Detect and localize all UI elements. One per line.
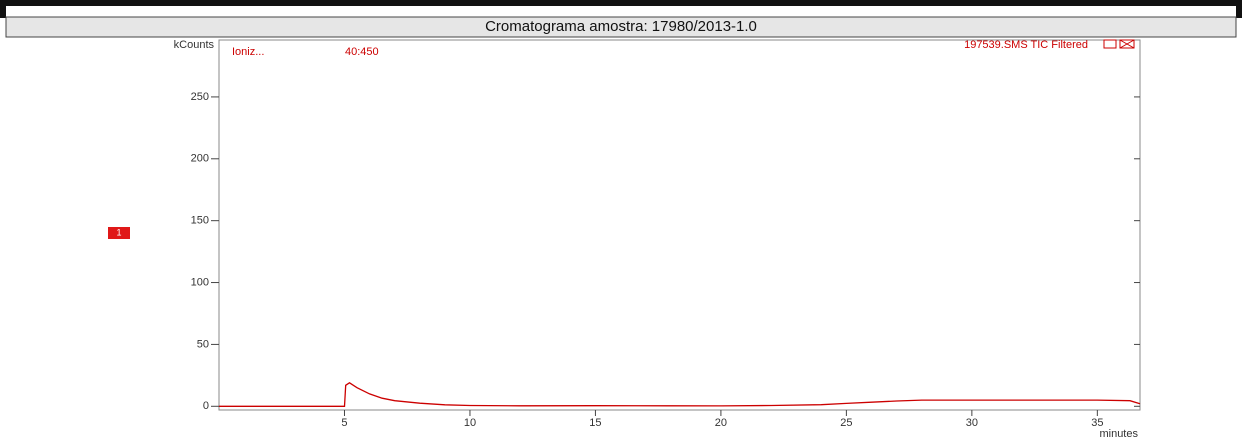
window-icon[interactable] [1103,39,1117,49]
close-icon[interactable] [1119,39,1135,49]
x-tick-label: 5 [341,417,347,429]
x-tick-label: 20 [715,417,727,429]
peak-marker-label: 1 [116,227,121,237]
annotation: 40:450 [345,46,379,58]
y-axis-label: kCounts [174,39,215,51]
right-bar [1236,0,1242,18]
annotation: Ioniz... [232,46,264,58]
x-tick-label: 10 [464,417,476,429]
x-tick-label: 30 [966,417,978,429]
chart-title: Cromatograma amostra: 17980/2013-1.0 [485,18,757,35]
left-bar [0,0,6,18]
y-tick-label: 0 [203,400,209,412]
y-tick-label: 150 [191,215,209,227]
line-series [219,382,1141,407]
plot-frame [218,39,1141,411]
x-tick-label: 25 [840,417,852,429]
peak-marker[interactable] [108,227,130,239]
x-tick-label: 35 [1091,417,1103,429]
close-icon [1119,39,1135,49]
y-tick-label: 100 [191,276,209,288]
y-tick-label: 50 [197,338,209,350]
top-bar [0,0,1242,6]
x-axis-label: minutes [1099,428,1138,440]
title-bar [5,16,1237,38]
y-tick-label: 250 [191,91,209,103]
x-tick-label: 15 [589,417,601,429]
y-tick-label: 200 [191,153,209,165]
annotation: 197539.SMS TIC Filtered [964,39,1088,51]
